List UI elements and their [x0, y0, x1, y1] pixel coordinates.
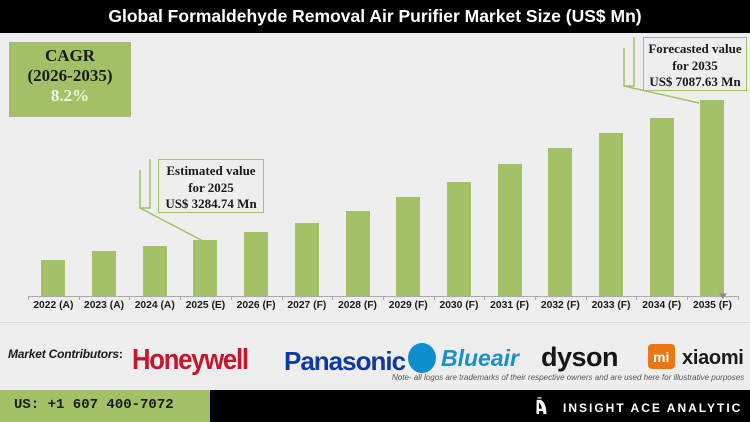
svg-text:mi: mi [653, 349, 669, 365]
svg-text:Blueair: Blueair [441, 345, 520, 371]
svg-text:xiaomi: xiaomi [682, 347, 744, 369]
